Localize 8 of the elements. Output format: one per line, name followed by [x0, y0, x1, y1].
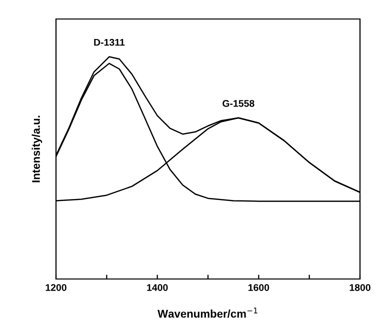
y-axis-title: Intensity/a.u. — [32, 116, 42, 182]
x-tick-label: 1800 — [350, 284, 370, 291]
x-tick-label: 1200 — [46, 284, 66, 291]
annotation: D-1311 — [94, 38, 125, 46]
x-axis-title: Wavenumber/cm$^{−1}$ — [158, 308, 258, 318]
x-tick-label: 1400 — [147, 284, 168, 291]
x-tick-label: 1600 — [248, 284, 270, 291]
annotation: G-1558 — [222, 100, 254, 107]
